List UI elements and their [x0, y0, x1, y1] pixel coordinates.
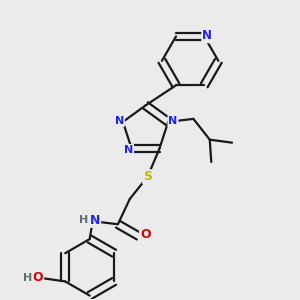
Text: N: N [168, 116, 178, 126]
Text: S: S [143, 170, 152, 183]
Text: H: H [79, 215, 88, 225]
Text: N: N [115, 116, 124, 126]
Text: N: N [90, 214, 100, 227]
Text: O: O [140, 228, 151, 241]
Text: O: O [33, 272, 43, 284]
Text: N: N [124, 145, 133, 155]
Text: N: N [202, 29, 212, 42]
Text: H: H [23, 273, 33, 283]
